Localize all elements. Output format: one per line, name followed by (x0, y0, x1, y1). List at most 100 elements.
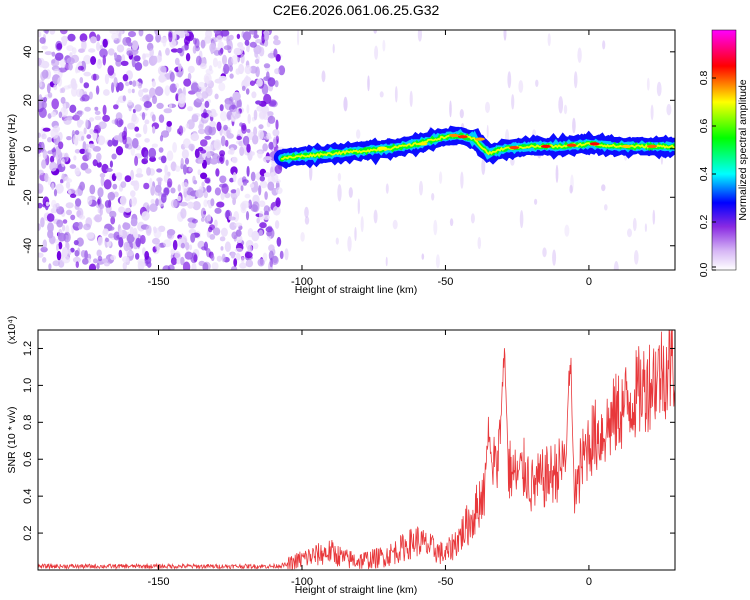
noise-blob (53, 84, 58, 91)
y-tick-label: 0 (22, 146, 34, 152)
noise-blob (62, 224, 66, 232)
noise-blob (143, 123, 148, 135)
noise-blob (118, 32, 122, 43)
noise-blob (57, 77, 63, 87)
noise-blob (229, 177, 235, 183)
noise-blob (40, 217, 45, 228)
noise-blob (118, 119, 124, 126)
noise-blob (97, 236, 103, 246)
noise-blob (126, 50, 133, 56)
noise-blob (121, 54, 126, 63)
noise-blob (188, 229, 197, 234)
noise-blob (268, 141, 274, 150)
noise-blob (120, 181, 127, 189)
noise-blob (118, 237, 124, 248)
faint-streak (367, 75, 370, 92)
noise-blob (255, 66, 260, 78)
faint-streak (382, 39, 386, 52)
faint-streak (337, 172, 342, 182)
noise-blob (245, 211, 250, 221)
hot-spot (509, 146, 520, 150)
noise-blob (61, 35, 68, 46)
noise-blob (224, 192, 231, 199)
noise-blob (38, 183, 44, 194)
noise-blob (169, 71, 175, 82)
noise-blob (44, 30, 49, 35)
hot-spot (457, 135, 468, 139)
noise-blob (258, 46, 265, 57)
noise-blob (247, 113, 251, 124)
noise-blob (102, 114, 110, 122)
noise-blob (49, 161, 57, 172)
noise-blob (47, 92, 53, 98)
faint-streak (354, 227, 357, 241)
noise-blob (124, 175, 132, 183)
snr-y-ticks: 0.2 0.4 0.6 0.8 1.0 1.2 (22, 341, 675, 541)
faint-streak (439, 171, 443, 184)
noise-blob (212, 57, 218, 68)
noise-blob (109, 210, 117, 219)
noise-blob (59, 30, 68, 35)
noise-blob (78, 61, 82, 68)
noise-blob (160, 155, 167, 164)
noise-blob (193, 37, 197, 45)
noise-blob (41, 45, 48, 50)
noise-blob (216, 255, 223, 262)
noise-blob (206, 151, 211, 159)
noise-blob (231, 108, 241, 120)
noise-blob (245, 88, 250, 95)
noise-blob (76, 237, 84, 247)
noise-blob (47, 113, 52, 119)
noise-blob (270, 172, 275, 177)
noise-blob (217, 41, 224, 50)
noise-blob (224, 241, 231, 252)
faint-streak (419, 180, 423, 196)
noise-blob (66, 57, 75, 65)
noise-blob (152, 237, 160, 245)
noise-blob (213, 139, 222, 151)
faint-streak (627, 228, 632, 238)
noise-blob (88, 91, 93, 100)
noise-blob (197, 81, 206, 90)
noise-blob (58, 241, 63, 250)
heatmap-cells (38, 30, 675, 270)
noise-blob (72, 134, 79, 145)
faint-streak (421, 253, 425, 260)
faint-streak (652, 209, 656, 225)
noise-blob (253, 242, 259, 250)
noise-blob (40, 71, 46, 81)
faint-streak (332, 43, 335, 54)
noise-blob (181, 149, 189, 159)
noise-blob (278, 65, 286, 76)
hot-spot (621, 144, 632, 148)
noise-blob (275, 119, 279, 130)
heatmap-y-axis-label: Frequency (Hz) (6, 114, 18, 186)
noise-blob (206, 185, 212, 193)
noise-blob (265, 226, 273, 233)
noise-blob (187, 106, 193, 112)
noise-blob (97, 198, 101, 205)
snr-frame (37, 329, 676, 571)
y-tick-label: 0.2 (22, 525, 34, 540)
noise-blob (55, 202, 60, 210)
noise-blob (254, 58, 260, 65)
noise-blob (170, 48, 179, 53)
noise-blob (176, 47, 183, 54)
noise-blob (204, 125, 213, 136)
noise-blob (212, 227, 221, 236)
noise-blob (156, 177, 163, 183)
noise-blob (69, 104, 77, 114)
noise-blob (236, 187, 240, 197)
faint-streak (373, 209, 378, 224)
noise-blob (160, 130, 170, 138)
noise-blob (214, 207, 222, 214)
faint-streak (431, 193, 435, 201)
noise-blob (200, 149, 207, 154)
noise-blob (176, 257, 181, 265)
noise-blob (122, 222, 131, 230)
noise-blob (188, 244, 193, 251)
noise-blob (153, 227, 162, 239)
noise-blob (203, 191, 208, 199)
noise-blob (249, 80, 256, 86)
noise-blob (237, 42, 244, 48)
